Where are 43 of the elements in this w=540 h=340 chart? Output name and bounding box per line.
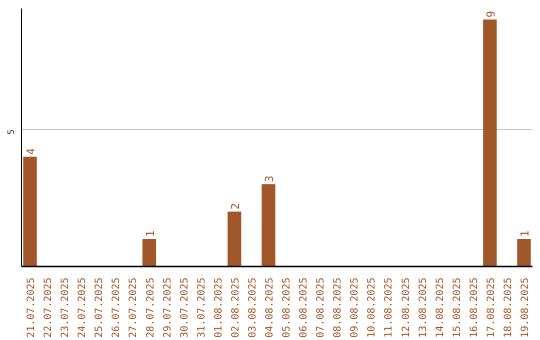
bar — [142, 239, 156, 266]
data-label: 1 — [144, 230, 157, 238]
bar — [517, 239, 531, 266]
x-tick-label: 08.08.2025 — [332, 277, 344, 338]
data-label: 9 — [484, 10, 498, 18]
bar — [483, 19, 497, 266]
x-tick-label: 04.08.2025 — [264, 277, 276, 338]
x-tick-label: 14.08.2025 — [434, 277, 446, 338]
x-tick-label: 30.07.2025 — [179, 277, 190, 338]
x-tick-label: 31.07.2025 — [196, 277, 208, 338]
x-tick-label: 16.08.2025 — [468, 277, 480, 338]
x-tick-label: 07.08.2025 — [316, 277, 327, 338]
x-tick-label: 11.08.2025 — [384, 277, 395, 338]
x-tick-label: 24.07.2025 — [77, 277, 88, 338]
x-tick-label: 19.08.2025 — [520, 277, 531, 338]
x-tick-label: 01.08.2025 — [213, 277, 224, 338]
x-tick-label: 06.08.2025 — [298, 277, 310, 338]
x-tick-label: 28.07.2025 — [145, 277, 156, 338]
bar — [228, 212, 242, 266]
x-tick-label: 13.08.2025 — [418, 277, 429, 338]
x-tick-label: 15.08.2025 — [452, 277, 463, 338]
x-tick-label: 10.08.2025 — [366, 277, 378, 338]
bar — [23, 156, 37, 266]
data-label: 2 — [228, 202, 242, 210]
x-tick-label: 18.08.2025 — [502, 277, 514, 338]
bar — [262, 184, 276, 266]
x-tick-label: 21.07.2025 — [26, 277, 38, 338]
y-tick-label: 5 — [7, 129, 17, 135]
x-tick-label: 25.07.2025 — [94, 277, 106, 338]
data-label: 1 — [518, 230, 532, 238]
data-label: 3 — [262, 176, 276, 182]
x-tick-label: 27.07.2025 — [128, 277, 140, 338]
x-tick-label: 05.08.2025 — [282, 277, 293, 338]
data-label: 4 — [24, 148, 38, 155]
x-tick-label: 17.08.2025 — [486, 277, 497, 338]
x-tick-label: 02.08.2025 — [230, 277, 242, 338]
x-tick-label: 23.07.2025 — [60, 277, 72, 338]
x-tick-label: 12.08.2025 — [400, 277, 412, 338]
x-tick-label: 29.07.2025 — [162, 277, 174, 338]
x-tick-label: 26.07.2025 — [111, 277, 122, 338]
x-tick-label: 03.08.2025 — [247, 277, 258, 338]
x-tick-label: 22.07.2025 — [43, 277, 54, 338]
x-tick-label: 09.08.2025 — [350, 277, 361, 338]
